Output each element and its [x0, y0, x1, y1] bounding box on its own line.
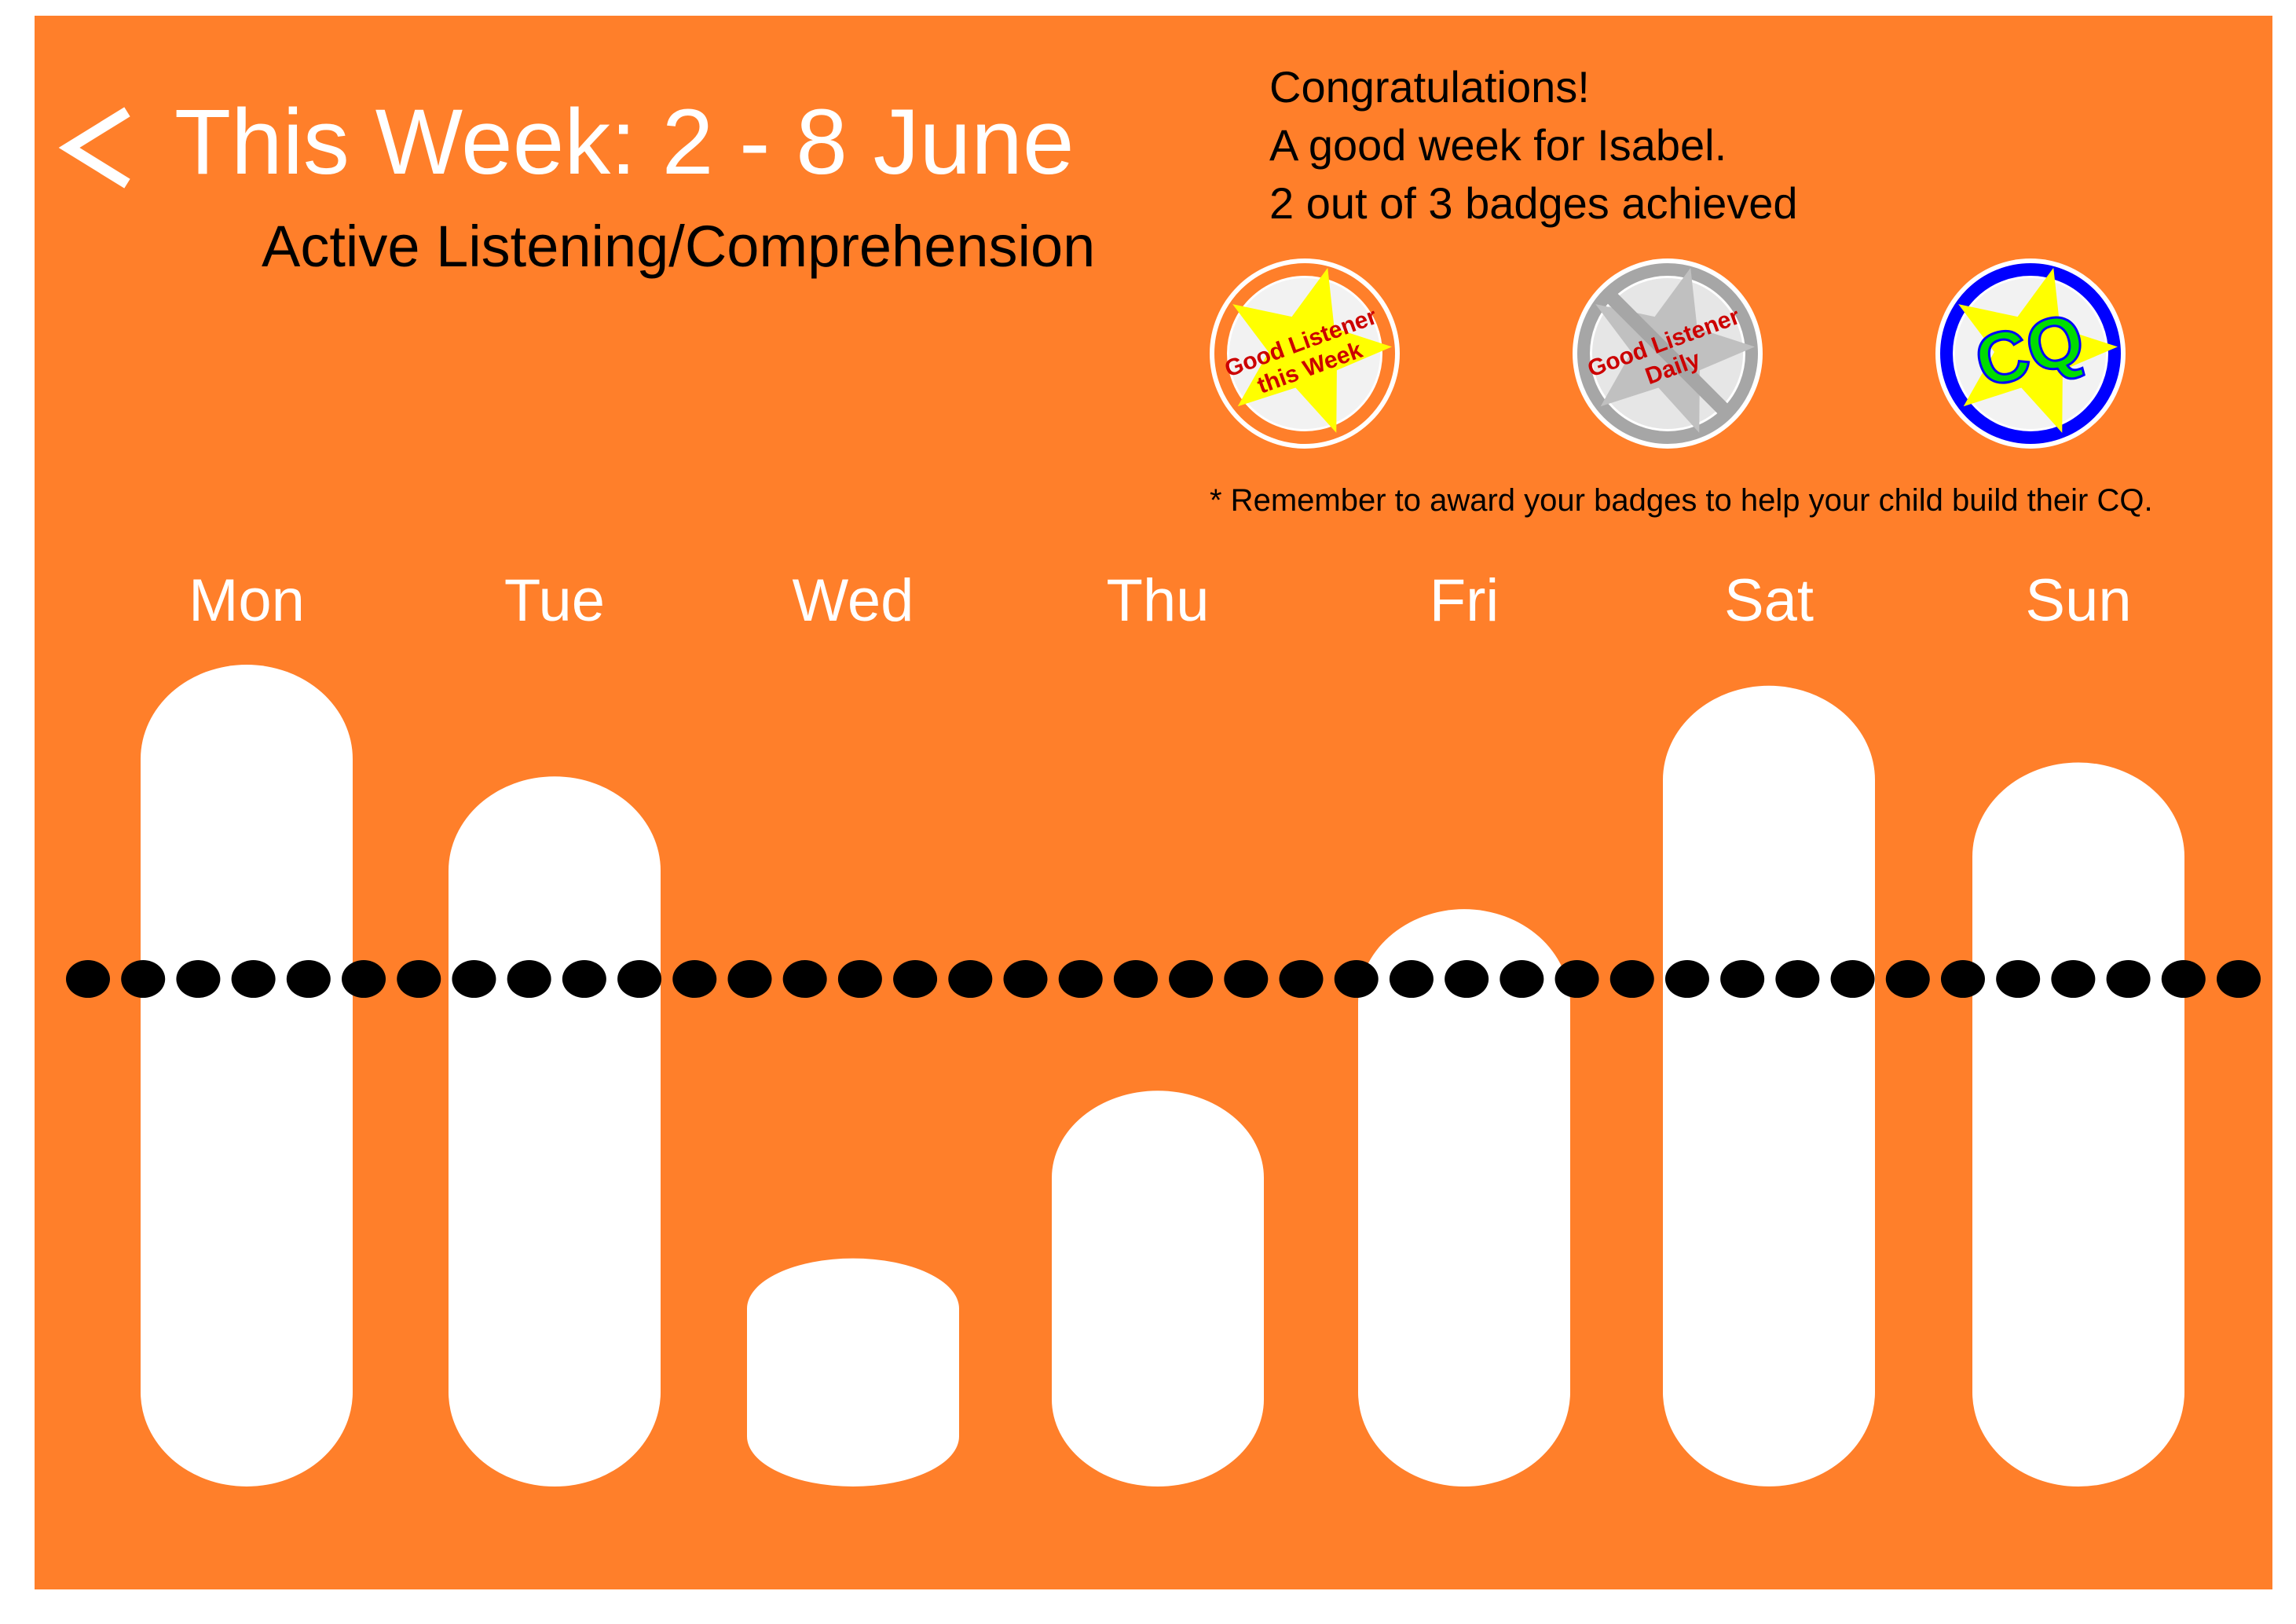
page-title: This Week: 2 - 8 June [174, 90, 1075, 194]
bar-wed[interactable] [747, 1258, 959, 1487]
target-dot [672, 960, 717, 999]
target-dot [1169, 960, 1214, 999]
target-dot [452, 960, 496, 999]
target-dot [1445, 960, 1489, 999]
target-dot [397, 960, 441, 999]
badge-reminder-note: * Remember to award your badges to help … [1210, 483, 2153, 518]
target-dot [507, 960, 551, 999]
bar-sat[interactable] [1663, 685, 1875, 1487]
target-dot [176, 960, 221, 999]
target-dot [782, 960, 827, 999]
day-label-sat: Sat [1724, 567, 1814, 634]
target-dot [562, 960, 606, 999]
day-label-wed: Wed [793, 567, 914, 634]
day-label-thu: Thu [1107, 567, 1210, 634]
day-label-fri: Fri [1430, 567, 1500, 634]
target-dot [1334, 960, 1379, 999]
page-subtitle: Active Listening/Comprehension [262, 214, 1096, 279]
bar-thu[interactable] [1052, 1091, 1264, 1487]
target-dot [1996, 960, 2041, 999]
congrats-line: 2 out of 3 badges achieved [1269, 178, 1798, 228]
bar-sun[interactable] [1972, 762, 2184, 1487]
congratulations-message: Congratulations! A good week for Isabel.… [1269, 58, 1798, 233]
target-dot [1389, 960, 1434, 999]
target-dot [893, 960, 938, 999]
target-dot [1885, 960, 1930, 999]
target-dot [2161, 960, 2206, 999]
back-button[interactable] [57, 101, 132, 195]
target-dot [286, 960, 331, 999]
target-dot [727, 960, 772, 999]
bars-layer [141, 665, 2184, 1487]
target-dot [2051, 960, 2096, 999]
bar-mon[interactable] [141, 665, 353, 1487]
cq-badge-icon: CQ [1935, 258, 2126, 449]
target-dot [1775, 960, 1820, 999]
target-dot [1500, 960, 1544, 999]
chevron-left-icon [58, 107, 130, 189]
target-dot [342, 960, 386, 999]
target-dot [948, 960, 993, 999]
target-dot [1224, 960, 1269, 999]
day-labels: Mon Tue Wed Thu Fri Sat Sun [189, 567, 2132, 634]
target-dot [231, 960, 276, 999]
target-dot [1609, 960, 1654, 999]
bar-tue[interactable] [449, 776, 661, 1487]
target-dot [1058, 960, 1103, 999]
target-dot [1113, 960, 1158, 999]
target-dot [1554, 960, 1599, 999]
target-dot [1940, 960, 1985, 999]
star-badge-icon: Good Listener this Week [1210, 258, 1400, 449]
day-label-sun: Sun [2025, 567, 2131, 634]
congrats-line: A good week for Isabel. [1269, 120, 1727, 170]
badge-cq[interactable]: CQ [1934, 257, 2127, 450]
badge-good-listener-this-week[interactable]: Good Listener this Week [1208, 257, 1401, 450]
congrats-line: Congratulations! [1269, 62, 1590, 112]
badge-good-listener-daily[interactable]: Good Listener Daily [1571, 257, 1764, 450]
bar-fri[interactable] [1358, 909, 1570, 1487]
target-dot [2106, 960, 2151, 999]
day-label-mon: Mon [189, 567, 305, 634]
day-label-tue: Tue [504, 567, 605, 634]
target-dot [837, 960, 882, 999]
target-dot [1664, 960, 1709, 999]
target-dot [121, 960, 166, 999]
target-dot [617, 960, 662, 999]
target-line [66, 960, 2261, 999]
target-dot [1830, 960, 1875, 999]
target-dot [66, 960, 110, 999]
target-dot [1279, 960, 1324, 999]
star-badge-icon: Good Listener Daily [1573, 258, 1763, 449]
target-dot [1720, 960, 1765, 999]
target-dot [1003, 960, 1048, 999]
target-dot [2217, 960, 2261, 999]
